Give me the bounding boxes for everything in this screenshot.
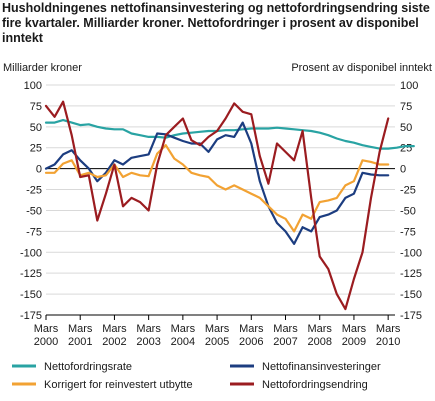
y-tick-label-right: 75 [400,101,412,113]
x-tick-year: 2010 [376,336,400,348]
y-tick-label-right: -25 [400,185,416,197]
y-tick-label-left: 25 [30,143,42,155]
y-tick-label-right: -100 [400,247,422,259]
y-tick-label-right: 0 [400,164,406,176]
y-tick-label-left: -25 [26,185,42,197]
y-tick-label-right: 50 [400,122,412,134]
legend-label-nettofordringsrate: Nettofordringsrate [44,361,132,373]
axes: Milliarder kroner Prosent av disponibel i… [3,62,432,348]
x-tick-month: Mars [376,323,401,335]
x-tick-month: Mars [102,323,127,335]
x-tick-year: 2008 [307,336,331,348]
y-tick-label-left: -75 [26,226,42,238]
chart-title: Husholdningenes nettofinansinvestering o… [2,1,430,45]
x-tick-month: Mars [68,323,93,335]
x-tick-year: 2004 [171,336,195,348]
left-axis-label: Milliarder kroner [3,62,82,74]
y-tick-label-right: -150 [400,289,422,301]
y-tick-label-right: -175 [400,310,422,322]
y-tick-label-left: 0 [36,164,42,176]
y-tick-label-right: 25 [400,143,412,155]
y-tick-label-right: -50 [400,205,416,217]
x-tick-year: 2002 [102,336,126,348]
x-tick-year: 2005 [205,336,229,348]
right-axis-label: Prosent av disponibel inntekt [291,62,432,74]
x-tick-year: 2000 [34,336,58,348]
x-tick-month: Mars [34,323,59,335]
series-line-korrigert-for-reinvestert-utbytte [44,144,390,233]
series-line-nettofinansinvesteringer [44,121,390,245]
x-tick-year: 2003 [136,336,160,348]
y-tick-label-right: -125 [400,268,422,280]
x-tick-month: Mars [342,323,367,335]
x-tick-year: 2009 [342,336,366,348]
x-tick-month: Mars [205,323,230,335]
x-tick-month: Mars [239,323,264,335]
y-tick-label-left: -50 [26,205,42,217]
y-tick-label-left: -125 [20,268,42,280]
x-tick-month: Mars [307,323,332,335]
legend: Nettofordringsrate Nettofinansinvestering… [12,361,381,391]
y-tick-label-left: -150 [20,289,42,301]
x-tick-month: Mars [136,323,161,335]
y-tick-label-left: 75 [30,101,42,113]
x-tick-year: 2001 [68,336,92,348]
x-tick-year: 2007 [273,336,297,348]
series-line-nettofordringsendring [44,100,390,311]
series-lines [44,100,415,311]
y-tick-label-right: -75 [400,226,416,238]
y-tick-label-left: -175 [20,310,42,322]
legend-label-nettofinansinvesteringer: Nettofinansinvesteringer [262,361,381,373]
legend-label-nettofordringsendring: Nettofordringsendring [262,379,368,391]
y-tick-label-left: 50 [30,122,42,134]
x-tick-year: 2006 [239,336,263,348]
y-tick-label-left: 100 [24,80,42,92]
x-tick-month: Mars [171,323,196,335]
y-tick-label-right: 100 [400,80,418,92]
y-tick-label-left: -100 [20,247,42,259]
series-line-nettofordringsrate [44,118,415,150]
x-tick-month: Mars [273,323,298,335]
legend-label-korrigert-for-reinvestert-utbytte: Korrigert for reinvestert utbytte [44,379,193,391]
